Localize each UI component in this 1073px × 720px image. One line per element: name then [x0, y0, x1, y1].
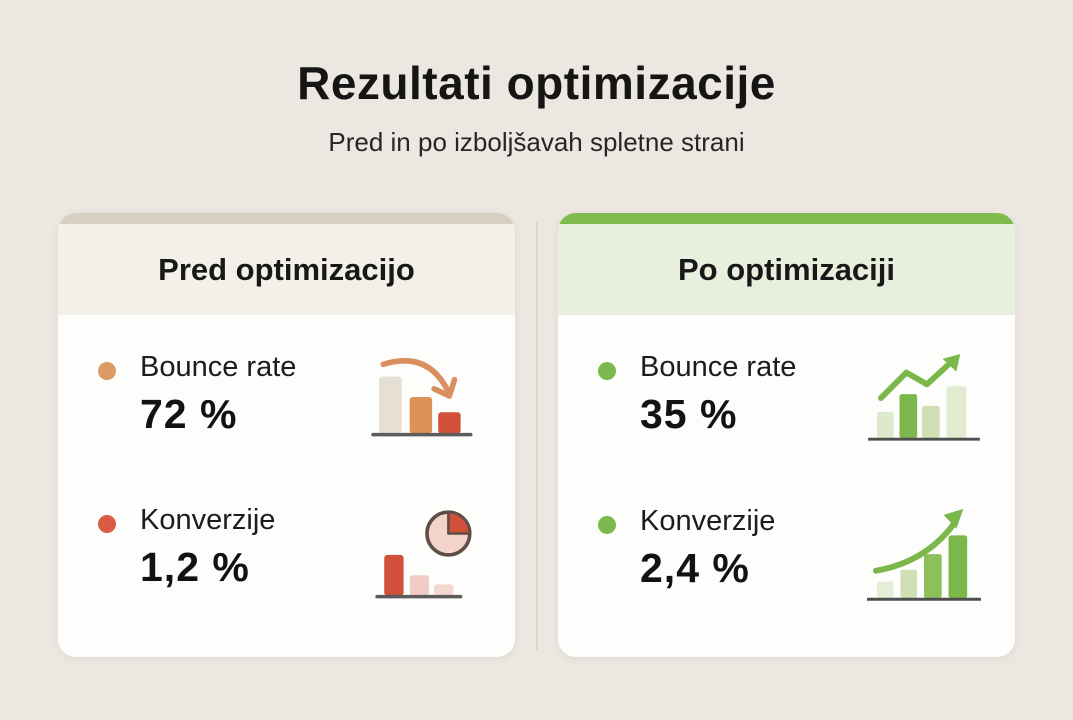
before-optimization-card: Pred optimizacijo Bounce rate 72 %: [58, 213, 515, 657]
growth-curve-bars-icon: [865, 505, 983, 613]
before-card-body: Bounce rate 72 %: [58, 315, 515, 616]
before-card-title: Pred optimizacijo: [58, 224, 515, 315]
page-subtitle: Pred in po izboljšavah spletne strani: [328, 127, 745, 157]
page-title: Rezultati optimizacije: [297, 57, 776, 109]
orange-bullet-icon: [98, 362, 116, 380]
metric-label: Bounce rate: [640, 351, 797, 383]
zigzag-up-trend-bars-icon: [865, 351, 983, 449]
after-optimization-card: Po optimizaciji Bounce rate 35 %: [558, 213, 1015, 657]
before-bounce-rate-row: Bounce rate 72 %: [98, 351, 483, 448]
declining-bars-down-arrow-icon: [365, 351, 483, 448]
metric-value: 2,4 %: [640, 545, 750, 591]
metric-text: Konverzije 2,4 %: [640, 505, 865, 592]
declining-red-bars-clock-icon: [365, 504, 483, 616]
metric-label: Konverzije: [640, 505, 776, 537]
metric-text: Konverzije 1,2 %: [140, 504, 365, 591]
after-bounce-rate-row: Bounce rate 35 %: [598, 351, 983, 449]
after-card-accent-strip: [558, 213, 1015, 224]
optimization-results-infographic: Rezultati optimizacije Pred in po izbolj…: [0, 0, 1073, 657]
metric-text: Bounce rate 72 %: [140, 351, 365, 438]
before-card-accent-strip: [58, 213, 515, 224]
red-bullet-icon: [98, 515, 116, 533]
metric-value: 1,2 %: [140, 544, 250, 590]
metric-text: Bounce rate 35 %: [640, 351, 865, 438]
after-card-title: Po optimizaciji: [558, 224, 1015, 315]
before-conversions-row: Konverzije 1,2 %: [98, 504, 483, 616]
after-card-body: Bounce rate 35 %: [558, 315, 1015, 613]
after-conversions-row: Konverzije 2,4 %: [598, 505, 983, 613]
comparison-cards: Pred optimizacijo Bounce rate 72 %: [0, 213, 1073, 657]
metric-label: Konverzije: [140, 504, 276, 536]
metric-label: Bounce rate: [140, 351, 297, 383]
green-bullet-icon: [598, 516, 616, 534]
metric-value: 72 %: [140, 391, 238, 437]
green-bullet-icon: [598, 362, 616, 380]
card-divider: [536, 222, 538, 650]
metric-value: 35 %: [640, 391, 738, 437]
